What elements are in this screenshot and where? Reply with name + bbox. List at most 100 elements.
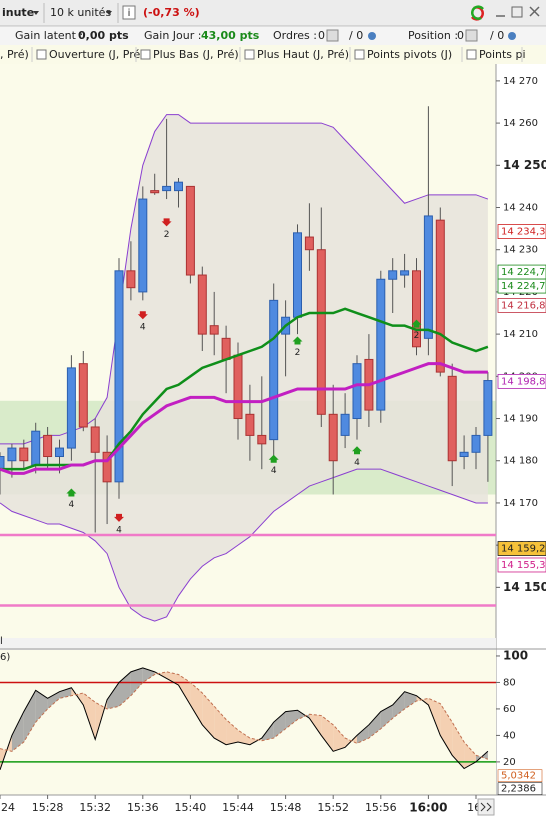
y-tick-label: 14 260 [503, 118, 538, 129]
value: 0,00 pts [78, 29, 129, 42]
info-button[interactable]: i [128, 8, 131, 19]
position-button[interactable] [465, 29, 478, 42]
signal-arrow [66, 488, 77, 497]
oscillator-fill [107, 682, 119, 709]
label: Gain Jour : [144, 29, 201, 42]
indicator-tab[interactable]: Points pivots (J) [367, 48, 452, 61]
y-tick-label: 14 180 [503, 456, 538, 467]
price-tag [497, 224, 546, 239]
signal-count: 4 [116, 525, 122, 535]
status-bar [0, 27, 546, 45]
checkbox[interactable] [140, 49, 151, 60]
value: 0 [318, 29, 325, 42]
oscillator-line [0, 667, 489, 771]
candle-body [293, 232, 302, 318]
scroll-button[interactable] [477, 798, 495, 816]
indicator-tab[interactable]: Points pi [479, 48, 526, 61]
signal-count: 4 [140, 323, 146, 333]
price-tag [497, 278, 546, 294]
signal-arrow [137, 311, 148, 320]
x-tick-label: 15:28 [32, 801, 64, 814]
candle-body [0, 456, 5, 470]
price-tag-label: 14 216,8 [501, 300, 546, 311]
oscillator-fill [357, 724, 369, 744]
checkbox[interactable] [36, 49, 47, 60]
candle-body [66, 367, 76, 449]
settings[interactable] [368, 32, 376, 40]
candle-body [435, 219, 445, 373]
signal-count: 2 [164, 230, 170, 240]
candle-body [7, 447, 17, 462]
x-tick-label: 15:56 [365, 801, 397, 814]
oscillator-fill [321, 715, 334, 752]
oscillator-fill [333, 724, 346, 752]
candle-body [209, 325, 219, 335]
candle-body [340, 413, 350, 436]
y-tick-label: 100 [503, 648, 528, 662]
oscillator-fill [404, 691, 417, 709]
time-axis [0, 795, 546, 819]
x-tick-label: 15:52 [317, 801, 349, 814]
indicator-tab[interactable]: Ouverture (J, Pré) [49, 48, 145, 61]
x-tick-label: 15:44 [222, 801, 254, 814]
value: / 0 [349, 29, 363, 42]
price-tag [497, 373, 546, 389]
oscillator-fill [285, 710, 298, 729]
value: 43,00 pts [201, 29, 260, 42]
candle-body [328, 413, 338, 462]
panel-label: l [0, 636, 3, 647]
candle-body [471, 434, 481, 453]
indicator-tab[interactable]: , Pré) [0, 48, 29, 61]
oscillator-fill [380, 704, 393, 729]
value-tag-label: 5,0342 [501, 771, 536, 782]
indicator-tab[interactable]: Plus Haut (J, Pré) [257, 48, 349, 61]
y-tick-label: 20 [503, 757, 516, 768]
y-tick-label: 14 230 [503, 245, 538, 256]
indicator-tab[interactable]: Plus Bas (J, Pré) [153, 48, 239, 61]
label: Position : [408, 29, 458, 42]
candle-body [447, 375, 457, 462]
candle-body [162, 185, 172, 192]
oscillator-fill [238, 730, 250, 745]
y-tick-label: 60 [503, 704, 516, 715]
candle-body [31, 430, 41, 466]
toolbar [0, 0, 546, 26]
candle-body [423, 215, 433, 339]
checkbox[interactable] [244, 49, 255, 60]
oscillator-panel [0, 650, 496, 795]
x-tick-label: 24 [1, 801, 15, 814]
oscillator-fill [440, 703, 453, 756]
oscillator-fill [190, 682, 203, 725]
oscillator-fill [11, 711, 24, 752]
settings[interactable] [508, 32, 516, 40]
candle-body [102, 451, 112, 483]
candle-body [388, 270, 398, 280]
candle-body [19, 447, 29, 462]
oscillator-fill [309, 714, 322, 736]
oscillator-fill [428, 698, 441, 736]
oscillator-fill [214, 706, 227, 745]
checkbox[interactable] [354, 49, 365, 60]
oscillator-fill [273, 711, 286, 739]
period[interactable]: inute [2, 6, 34, 19]
price-tag-label: 14 224,7 [501, 281, 546, 292]
close[interactable] [529, 6, 540, 17]
candle-body [352, 363, 362, 420]
price-axis [496, 64, 546, 795]
price-tag-label: 14 234,3 [501, 227, 546, 238]
envelope-fill [0, 114, 488, 622]
price-tag-label: 14 159,2 [501, 544, 546, 555]
candle-body [459, 451, 469, 458]
price-tag-label: 14 198,8 [501, 376, 546, 387]
maximize[interactable] [511, 6, 523, 18]
units[interactable]: 10 k unités [50, 6, 111, 19]
signal-arrow [292, 336, 303, 345]
y-tick-label: 80 [503, 677, 516, 688]
y-tick-label: 14 210 [503, 329, 538, 340]
candle-body [269, 299, 279, 441]
checkbox[interactable] [466, 49, 477, 60]
orders-button[interactable] [326, 29, 339, 42]
oscillator-fill [142, 667, 155, 683]
signal-count: 4 [271, 466, 277, 476]
price-tag [497, 298, 546, 313]
